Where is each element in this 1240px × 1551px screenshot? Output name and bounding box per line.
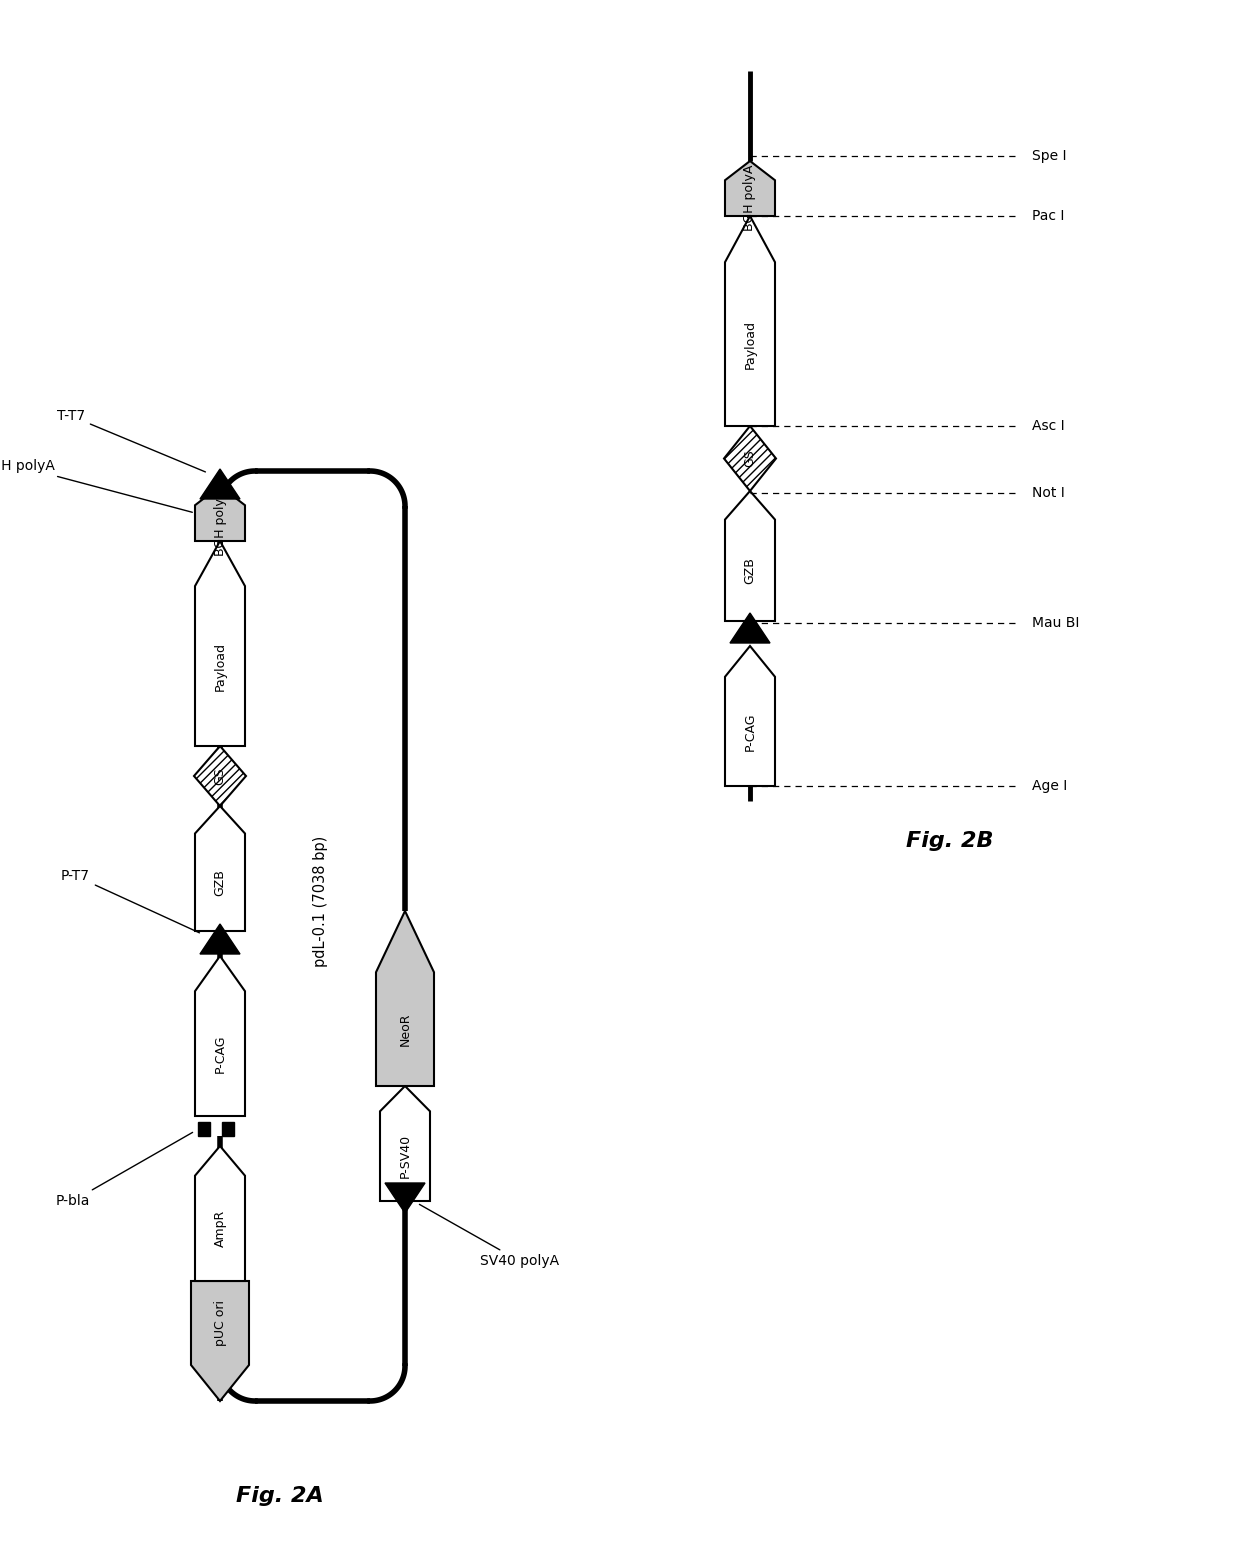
Polygon shape: [725, 216, 775, 427]
Bar: [222, 1121, 234, 1135]
Text: pdL-0.1 (7038 bp): pdL-0.1 (7038 bp): [312, 836, 327, 966]
Text: Payload: Payload: [744, 320, 756, 369]
Text: GZB: GZB: [213, 869, 227, 895]
Text: Pac I: Pac I: [1032, 209, 1064, 223]
Text: AmpR: AmpR: [213, 1210, 227, 1247]
Polygon shape: [195, 955, 246, 1117]
Polygon shape: [200, 468, 241, 499]
Polygon shape: [384, 1183, 425, 1213]
Text: Fig. 2A: Fig. 2A: [236, 1486, 324, 1506]
Text: SV40 polyA: SV40 polyA: [419, 1205, 559, 1269]
Text: Asc I: Asc I: [1032, 419, 1065, 433]
Polygon shape: [193, 746, 246, 807]
Polygon shape: [195, 807, 246, 931]
Polygon shape: [376, 910, 434, 1086]
Polygon shape: [730, 613, 770, 644]
Bar: [198, 1121, 210, 1135]
Text: Spe I: Spe I: [1032, 149, 1066, 163]
Text: BGH polyA: BGH polyA: [0, 459, 192, 512]
Text: P-CAG: P-CAG: [744, 712, 756, 751]
Text: Fig. 2B: Fig. 2B: [906, 831, 993, 851]
Text: GS: GS: [744, 450, 756, 467]
Text: NeoR: NeoR: [398, 1013, 412, 1045]
Polygon shape: [725, 161, 775, 216]
Polygon shape: [200, 924, 241, 954]
Text: BGH polyA: BGH polyA: [213, 490, 227, 557]
Polygon shape: [725, 492, 775, 620]
Text: Age I: Age I: [1032, 779, 1068, 793]
Text: T-T7: T-T7: [57, 409, 206, 472]
Text: BGH polyA: BGH polyA: [744, 164, 756, 231]
Text: Payload: Payload: [213, 642, 227, 690]
Polygon shape: [195, 1146, 246, 1281]
Text: P-T7: P-T7: [61, 869, 200, 932]
Polygon shape: [379, 1086, 430, 1200]
Text: P-CAG: P-CAG: [213, 1035, 227, 1073]
Text: P-SV40: P-SV40: [398, 1134, 412, 1179]
Polygon shape: [725, 647, 775, 786]
Text: pUC ori: pUC ori: [213, 1300, 227, 1346]
Polygon shape: [195, 485, 246, 541]
Text: Not I: Not I: [1032, 485, 1065, 499]
Text: P-bla: P-bla: [56, 1132, 192, 1208]
Text: GZB: GZB: [744, 557, 756, 583]
Polygon shape: [195, 541, 246, 746]
Polygon shape: [724, 427, 776, 492]
Text: Mau BI: Mau BI: [1032, 616, 1079, 630]
Polygon shape: [191, 1281, 249, 1401]
Text: GS: GS: [213, 768, 227, 785]
